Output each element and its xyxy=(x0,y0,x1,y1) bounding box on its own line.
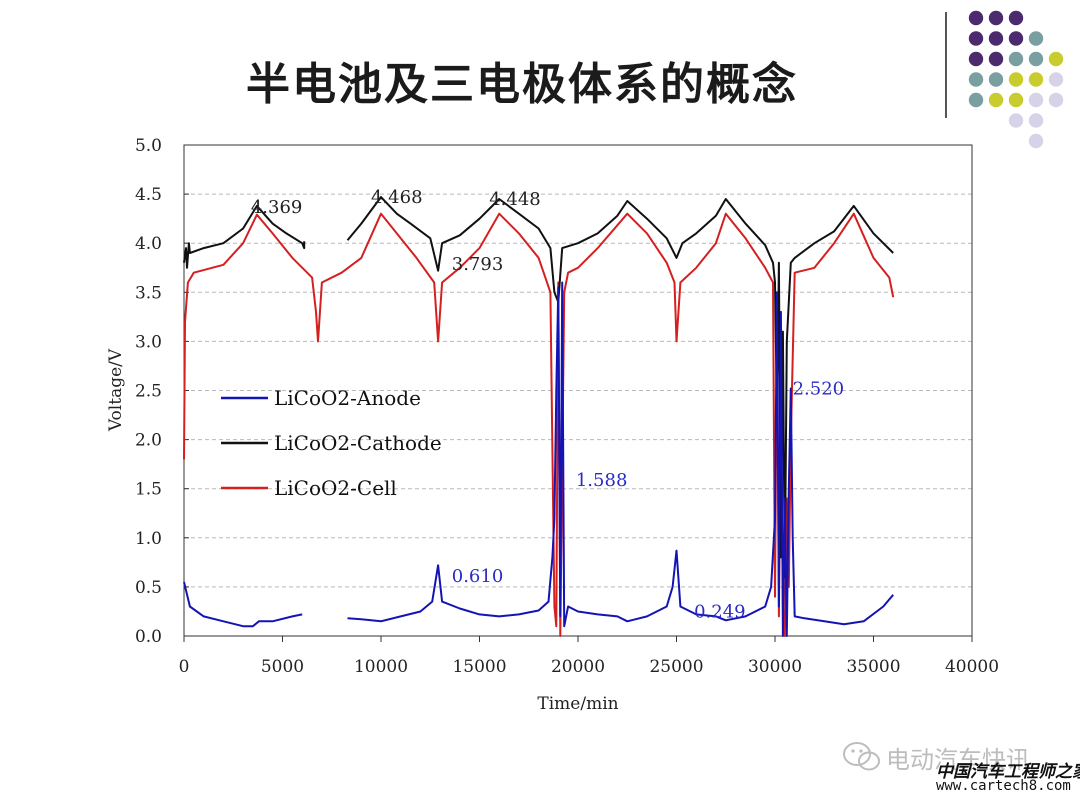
decorative-dot xyxy=(1028,133,1044,149)
series-line-licoo2-cell xyxy=(183,212,895,637)
decorative-dot xyxy=(1048,51,1064,67)
x-tick-label: 20000 xyxy=(551,657,605,677)
decorative-dot xyxy=(968,72,984,87)
value-annotation: 2.520 xyxy=(793,379,845,400)
value-annotation: 3.793 xyxy=(452,254,504,275)
y-tick-label: 2.0 xyxy=(135,431,162,451)
decorative-dot xyxy=(1048,92,1064,108)
decorative-dot xyxy=(988,72,1004,87)
y-tick-label: 1.5 xyxy=(135,480,162,500)
decorative-dot xyxy=(988,92,1004,108)
slide-title: 半电池及三电极体系的概念 xyxy=(246,59,798,110)
x-tick-label: 0 xyxy=(179,657,190,677)
value-annotation: 4.448 xyxy=(489,189,541,210)
x-tick-label: 15000 xyxy=(452,657,506,677)
y-tick-label: 0.0 xyxy=(135,627,162,647)
series-line-licoo2-anode xyxy=(183,581,303,628)
value-annotation: 4.369 xyxy=(251,197,303,218)
y-tick-label: 4.5 xyxy=(135,185,162,205)
decorative-dot xyxy=(1008,72,1024,87)
x-tick-label: 30000 xyxy=(748,657,802,677)
legend-label: LiCoO2-Anode xyxy=(274,386,421,410)
value-annotation: 1.588 xyxy=(576,470,628,491)
y-axis-label: Voltage/V xyxy=(106,348,126,432)
decorative-dot xyxy=(968,10,984,26)
x-tick-label: 25000 xyxy=(649,657,703,677)
decorative-dot-grid xyxy=(968,10,1064,149)
decorative-dot xyxy=(988,10,1004,26)
legend-label: LiCoO2-Cell xyxy=(274,476,397,500)
y-tick-label: 0.5 xyxy=(135,578,162,598)
x-axis-label: Time/min xyxy=(537,694,618,714)
x-tick-label: 10000 xyxy=(354,657,408,677)
legend-label: LiCoO2-Cathode xyxy=(274,431,442,455)
axis-ticks: 0.0 0.5 1.0 1.5 2.0 2.5 3.0 3.5 4.0 4.5 5.0 0 5000 10… xyxy=(135,136,999,677)
series-line-licoo2-cathode xyxy=(346,196,894,579)
value-annotation: 4.468 xyxy=(371,187,423,208)
y-tick-label: 4.0 xyxy=(135,234,162,254)
chart-annotations: 4.369 4.468 4.448 3.793 0.610 1.588 0.249 2.520 xyxy=(251,187,844,622)
series-line-licoo2-anode xyxy=(347,281,894,637)
y-tick-label: 3.0 xyxy=(135,332,162,352)
decorative-dot xyxy=(988,31,1004,46)
decorative-dot xyxy=(1028,113,1044,128)
decorative-dot xyxy=(1008,31,1024,46)
value-annotation: 0.249 xyxy=(694,601,746,622)
y-tick-label: 1.0 xyxy=(135,529,162,549)
x-tick-label: 40000 xyxy=(945,657,999,677)
decorative-dot xyxy=(1008,10,1024,26)
x-tick-label: 5000 xyxy=(261,657,304,677)
wechat-account-watermark: 电动汽车快讯 xyxy=(886,746,1030,774)
y-tick-label: 2.5 xyxy=(135,382,162,402)
site-url-watermark: www.cartech8.com xyxy=(936,778,1071,794)
x-tick-label: 35000 xyxy=(846,657,900,677)
decorative-dot xyxy=(1028,72,1044,87)
y-tick-label: 3.5 xyxy=(135,283,162,303)
value-annotation: 0.610 xyxy=(452,566,504,587)
decorative-dot xyxy=(988,51,1004,67)
chart-series xyxy=(183,196,895,637)
site-name-watermark: 中国汽车工程师之家 xyxy=(936,762,1080,782)
decorative-dot xyxy=(1008,51,1024,67)
decorative-dot xyxy=(1008,113,1024,128)
decorative-dot xyxy=(1008,92,1024,108)
y-tick-label: 5.0 xyxy=(135,136,162,156)
chart-legend: LiCoO2-Anode LiCoO2-Cathode LiCoO2-Cell xyxy=(221,386,442,500)
decorative-dot xyxy=(1028,31,1044,46)
title-divider-line xyxy=(945,12,947,118)
decorative-dot xyxy=(1028,92,1044,108)
decorative-dot xyxy=(1028,51,1044,67)
decorative-dot xyxy=(968,92,984,108)
series-line-licoo2-cathode xyxy=(183,204,306,269)
decorative-dot xyxy=(1048,72,1064,87)
decorative-dot xyxy=(968,31,984,46)
decorative-dot xyxy=(968,51,984,67)
wechat-icon xyxy=(843,742,880,771)
